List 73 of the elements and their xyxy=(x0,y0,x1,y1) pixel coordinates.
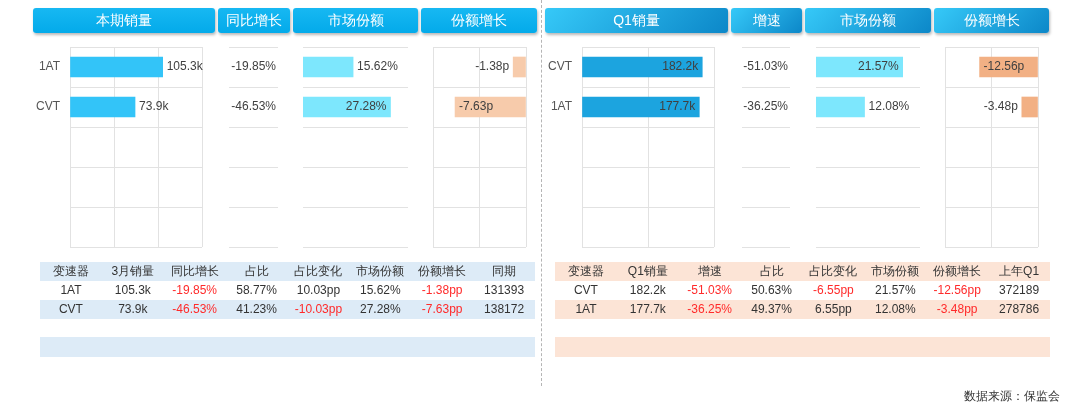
category-label: 占比变化 xyxy=(294,264,343,279)
text: 12.08% xyxy=(874,302,916,316)
chart-title: 本期销量 xyxy=(96,11,152,30)
chart-title: 份额增长 xyxy=(963,11,1020,30)
data-label: -12.56p xyxy=(983,59,1025,74)
category-label: 份额增长 xyxy=(933,264,982,279)
text: 增速 xyxy=(752,11,781,30)
chart-title: 市场份额 xyxy=(327,11,384,30)
text: 182.2k xyxy=(629,283,666,297)
category-label: 份额增长 xyxy=(418,264,467,279)
data-label: -1.38p xyxy=(475,59,510,74)
text: 27.28% xyxy=(359,302,401,316)
category-label: 同期 xyxy=(492,264,517,279)
data-label: -7.63p xyxy=(459,99,494,114)
data-label: -36.25% xyxy=(743,99,789,114)
category-label: CVT xyxy=(573,283,598,297)
text: 73.9k xyxy=(118,302,148,316)
data-label: 182.2k xyxy=(662,59,700,74)
text: 6.55pp xyxy=(815,302,852,316)
text: 372189 xyxy=(999,283,1040,297)
text: 49.37% xyxy=(751,302,792,316)
text: 50.63% xyxy=(751,283,792,297)
text: 10.03pp xyxy=(296,283,341,297)
data-label: 12.08% xyxy=(868,99,910,114)
text: 15.62% xyxy=(359,283,401,297)
text: -51.03% xyxy=(687,283,733,297)
text: -7.63pp xyxy=(421,302,463,316)
source-note: 数据来源：保监会 xyxy=(964,389,1060,404)
data-label: 21.57% xyxy=(857,59,899,74)
data-label: 15.62% xyxy=(357,59,399,74)
text: -10.03pp xyxy=(294,302,343,316)
text: 177.7k xyxy=(629,302,666,316)
text: -46.53% xyxy=(172,302,218,316)
text: -6.55pp xyxy=(813,283,854,297)
data-label: -19.85% xyxy=(231,59,277,74)
data-label: -46.53% xyxy=(231,99,277,114)
data-label: 177.7k xyxy=(659,99,697,114)
category-label: 增速 xyxy=(697,264,722,279)
category-label: CVT xyxy=(58,302,83,316)
text: 58.77% xyxy=(236,283,277,297)
text: 21.57% xyxy=(874,283,916,297)
text: 变速器 xyxy=(567,264,604,279)
text: 278786 xyxy=(999,302,1040,316)
text: 131393 xyxy=(484,283,525,297)
category-label: Q1销量 xyxy=(627,264,668,279)
text: -36.25% xyxy=(687,302,733,316)
category-label: 占比变化 xyxy=(809,264,858,279)
data-label: 27.28% xyxy=(345,99,387,114)
category-label: 1AT xyxy=(60,283,82,297)
category-label: 市场份额 xyxy=(356,264,405,279)
text: -19.85% xyxy=(172,283,218,297)
category-label: 市场份额 xyxy=(871,264,920,279)
category-label: 上年Q1 xyxy=(999,264,1040,279)
text: 41.23% xyxy=(236,302,277,316)
text: -1.38pp xyxy=(421,283,463,297)
category-label: 占比 xyxy=(759,264,784,279)
text: 同比增长 xyxy=(226,11,282,30)
data-label: -51.03% xyxy=(743,59,789,74)
category-label: 3月销量 xyxy=(111,264,155,279)
category-label: 1AT xyxy=(575,302,597,316)
chart-title: 份额增长 xyxy=(451,11,507,30)
category-label: 占比 xyxy=(244,264,269,279)
data-label: -3.48p xyxy=(983,99,1019,114)
text: 138172 xyxy=(484,302,525,316)
data-label: 105.3k xyxy=(166,59,204,74)
category-label: 同比增长 xyxy=(170,264,219,279)
text: 变速器 xyxy=(52,264,89,279)
chart-title: 市场份额 xyxy=(840,11,896,30)
text: -12.56pp xyxy=(933,283,981,297)
text: 105.3k xyxy=(114,283,151,297)
text: -3.48pp xyxy=(936,302,978,316)
data-label: 73.9k xyxy=(139,99,170,114)
chart-title: Q1销量 xyxy=(613,11,660,30)
